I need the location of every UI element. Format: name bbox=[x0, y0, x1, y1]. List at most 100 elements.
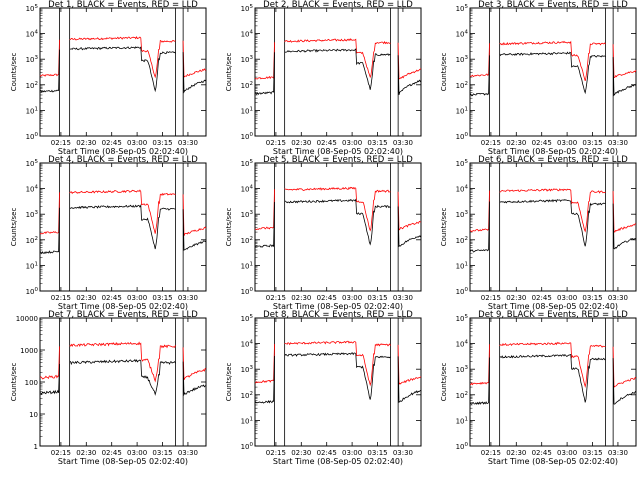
lld-series-line bbox=[39, 346, 60, 380]
y-tick-label: 102 bbox=[241, 391, 253, 400]
y-tick-label: 10000 bbox=[16, 315, 38, 323]
panel-frame bbox=[254, 317, 422, 447]
panel-frame bbox=[254, 162, 422, 292]
x-tick-label: 02:45 bbox=[102, 139, 122, 147]
x-tick-label: 03:15 bbox=[582, 449, 602, 457]
events-series-line bbox=[69, 204, 176, 250]
y-tick-label: 103 bbox=[456, 210, 469, 219]
lld-series-line bbox=[254, 189, 275, 231]
events-series-line bbox=[284, 48, 391, 90]
y-tick-label: 105 bbox=[26, 4, 39, 13]
lld-series-line bbox=[284, 186, 391, 232]
x-tick-label: 02:30 bbox=[506, 449, 526, 457]
lld-series-line bbox=[499, 188, 606, 233]
panel-9: Det 9, BLACK = Events, RED = LLD 100 101 10… bbox=[440, 310, 637, 466]
x-tick-label: 03:00 bbox=[557, 139, 577, 147]
x-tick-label: 02:15 bbox=[481, 294, 501, 302]
x-tick-label: 02:30 bbox=[76, 294, 96, 302]
panel-title: Det 7, BLACK = Events, RED = LLD bbox=[48, 310, 198, 320]
x-tick-label: 03:15 bbox=[152, 139, 172, 147]
lld-series-line bbox=[182, 347, 207, 381]
lld-series-line bbox=[39, 192, 60, 235]
events-series-line bbox=[284, 198, 391, 246]
x-tick-label: 03:00 bbox=[557, 449, 577, 457]
y-tick-label: 104 bbox=[241, 340, 254, 349]
x-axis-label: Start Time (08-Sep-05 02:02:40) bbox=[273, 457, 403, 466]
y-tick-label: 105 bbox=[241, 314, 254, 323]
y-axis-label: Counts/sec bbox=[440, 53, 448, 92]
events-series-line bbox=[182, 209, 207, 251]
y-tick-label: 104 bbox=[456, 30, 469, 39]
y-tick-label: 105 bbox=[456, 4, 469, 13]
lld-series-line bbox=[612, 346, 636, 389]
y-tick-label: 10 bbox=[29, 411, 38, 419]
x-tick-label: 02:30 bbox=[291, 294, 311, 302]
y-tick-label: 101 bbox=[241, 106, 253, 115]
y-tick-label: 100 bbox=[241, 132, 254, 141]
x-tick-label: 03:30 bbox=[393, 294, 413, 302]
panel-title: Det 3, BLACK = Events, RED = LLD bbox=[478, 0, 628, 10]
panel-title: Det 4, BLACK = Events, RED = LLD bbox=[48, 155, 198, 165]
events-series-line bbox=[499, 353, 606, 403]
x-tick-label: 03:15 bbox=[152, 294, 172, 302]
events-series-line bbox=[469, 55, 490, 97]
lld-series-line bbox=[284, 38, 391, 79]
y-tick-label: 104 bbox=[456, 185, 469, 194]
panel-title: Det 6, BLACK = Events, RED = LLD bbox=[478, 155, 628, 165]
y-tick-label: 101 bbox=[241, 416, 253, 425]
panel-7: Det 7, BLACK = Events, RED = LLD 1 10 100 10… bbox=[10, 310, 207, 466]
y-tick-label: 100 bbox=[456, 132, 469, 141]
x-tick-label: 02:30 bbox=[291, 139, 311, 147]
x-axis-label: Start Time (08-Sep-05 02:02:40) bbox=[488, 147, 618, 156]
x-tick-label: 02:45 bbox=[317, 139, 337, 147]
lld-series-line bbox=[499, 341, 606, 388]
y-tick-label: 102 bbox=[456, 391, 468, 400]
y-tick-label: 100 bbox=[241, 442, 254, 451]
x-tick-label: 03:30 bbox=[178, 294, 198, 302]
events-series-line bbox=[612, 203, 637, 250]
events-series-line bbox=[499, 198, 606, 247]
x-tick-label: 02:30 bbox=[76, 449, 96, 457]
lld-series-line bbox=[69, 341, 176, 383]
y-tick-label: 100 bbox=[26, 132, 39, 141]
y-tick-label: 101 bbox=[26, 261, 38, 270]
y-tick-label: 102 bbox=[241, 81, 253, 90]
y-tick-label: 102 bbox=[456, 81, 468, 90]
events-series-line bbox=[284, 352, 391, 400]
events-series-line bbox=[182, 52, 207, 94]
x-tick-label: 03:00 bbox=[342, 139, 362, 147]
x-axis-label: Start Time (08-Sep-05 02:02:40) bbox=[488, 457, 618, 466]
panel-frame bbox=[469, 317, 637, 447]
y-tick-label: 103 bbox=[26, 55, 39, 64]
events-series-line bbox=[69, 358, 176, 396]
x-tick-label: 02:15 bbox=[266, 449, 286, 457]
x-tick-label: 02:15 bbox=[266, 139, 286, 147]
x-tick-label: 03:15 bbox=[367, 294, 387, 302]
panel-frame bbox=[254, 7, 422, 137]
events-series-line bbox=[397, 55, 422, 96]
panel-title: Det 8, BLACK = Events, RED = LLD bbox=[263, 310, 413, 320]
x-tick-label: 02:45 bbox=[102, 294, 122, 302]
events-series-line bbox=[612, 57, 637, 97]
y-axis-label: Counts/sec bbox=[10, 363, 18, 402]
x-tick-label: 03:00 bbox=[127, 294, 147, 302]
lld-series-line bbox=[469, 190, 490, 233]
panel-title: Det 9, BLACK = Events, RED = LLD bbox=[478, 310, 628, 320]
x-tick-label: 03:30 bbox=[608, 139, 628, 147]
x-tick-label: 02:15 bbox=[481, 449, 501, 457]
x-axis-label: Start Time (08-Sep-05 02:02:40) bbox=[58, 147, 188, 156]
lld-series-line bbox=[255, 343, 275, 384]
y-tick-label: 102 bbox=[26, 81, 38, 90]
panel-frame bbox=[469, 7, 637, 137]
panel-5: Det 5, BLACK = Events, RED = LLD 100 101 10… bbox=[225, 155, 422, 311]
lld-series-line bbox=[69, 36, 176, 79]
events-series-line bbox=[254, 201, 275, 248]
x-tick-label: 02:15 bbox=[51, 294, 71, 302]
x-tick-label: 02:45 bbox=[532, 449, 552, 457]
x-axis-label: Start Time (08-Sep-05 02:02:40) bbox=[58, 457, 188, 466]
panel-6: Det 6, BLACK = Events, RED = LLD 100 101 10… bbox=[440, 155, 637, 311]
x-tick-label: 03:15 bbox=[367, 139, 387, 147]
panel-4: Det 4, BLACK = Events, RED = LLD 100 101 10… bbox=[10, 155, 207, 311]
